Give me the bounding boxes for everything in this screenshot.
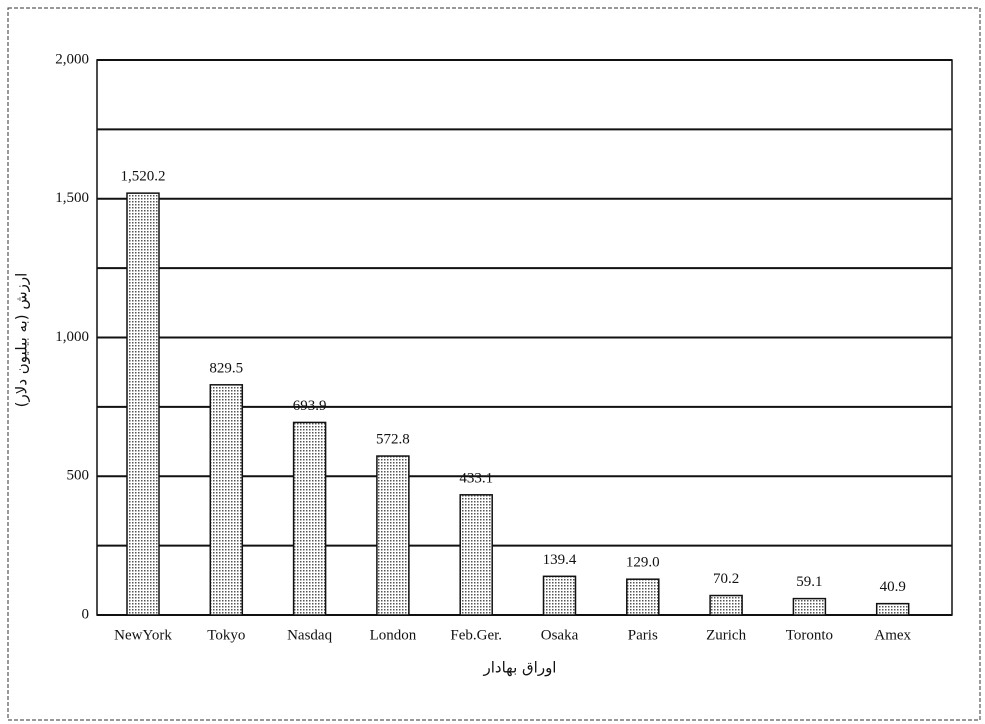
value-label: 129.0 xyxy=(626,555,660,571)
x-tick-label: Osaka xyxy=(541,627,579,643)
frame xyxy=(7,7,981,721)
bar xyxy=(126,192,160,616)
x-tick-label: London xyxy=(370,627,417,643)
y-tick-label: 500 xyxy=(67,468,90,484)
x-axis-label: اوراق بهادار xyxy=(483,659,557,677)
plot-frame xyxy=(96,59,953,616)
bar xyxy=(376,455,410,616)
x-tick-label: Zurich xyxy=(706,627,746,643)
value-label: 693.9 xyxy=(293,398,327,414)
value-label: 139.4 xyxy=(543,552,577,568)
y-tick-label: 1,500 xyxy=(55,190,89,206)
bar xyxy=(542,575,577,616)
y-tick-label: 1,000 xyxy=(55,329,89,345)
value-label: 433.1 xyxy=(459,470,493,486)
x-tick-label: Feb.Ger. xyxy=(450,627,502,643)
x-tick-label: Toronto xyxy=(786,627,833,643)
y-tick-label: 0 xyxy=(82,606,90,622)
y-tick-label: 2,000 xyxy=(55,51,89,67)
value-label: 70.2 xyxy=(713,571,739,587)
value-label: 40.9 xyxy=(880,579,906,595)
value-label: 572.8 xyxy=(376,431,410,447)
bar xyxy=(792,597,827,616)
bar xyxy=(209,384,244,616)
x-tick-label: Tokyo xyxy=(207,627,245,643)
y-axis-label: ارزش (به بیلیون دلار) xyxy=(13,273,31,408)
x-tick-label: NewYork xyxy=(114,627,172,643)
bar xyxy=(626,578,660,616)
bar xyxy=(459,494,493,616)
x-tick-label: Paris xyxy=(628,627,658,643)
value-label: 829.5 xyxy=(209,360,243,376)
bar xyxy=(709,594,743,616)
value-label: 1,520.2 xyxy=(121,169,166,185)
bar xyxy=(292,421,327,616)
value-label: 59.1 xyxy=(796,574,822,590)
x-tick-label: Nasdaq xyxy=(287,627,332,643)
bar xyxy=(875,602,910,616)
x-tick-label: Amex xyxy=(874,627,911,643)
